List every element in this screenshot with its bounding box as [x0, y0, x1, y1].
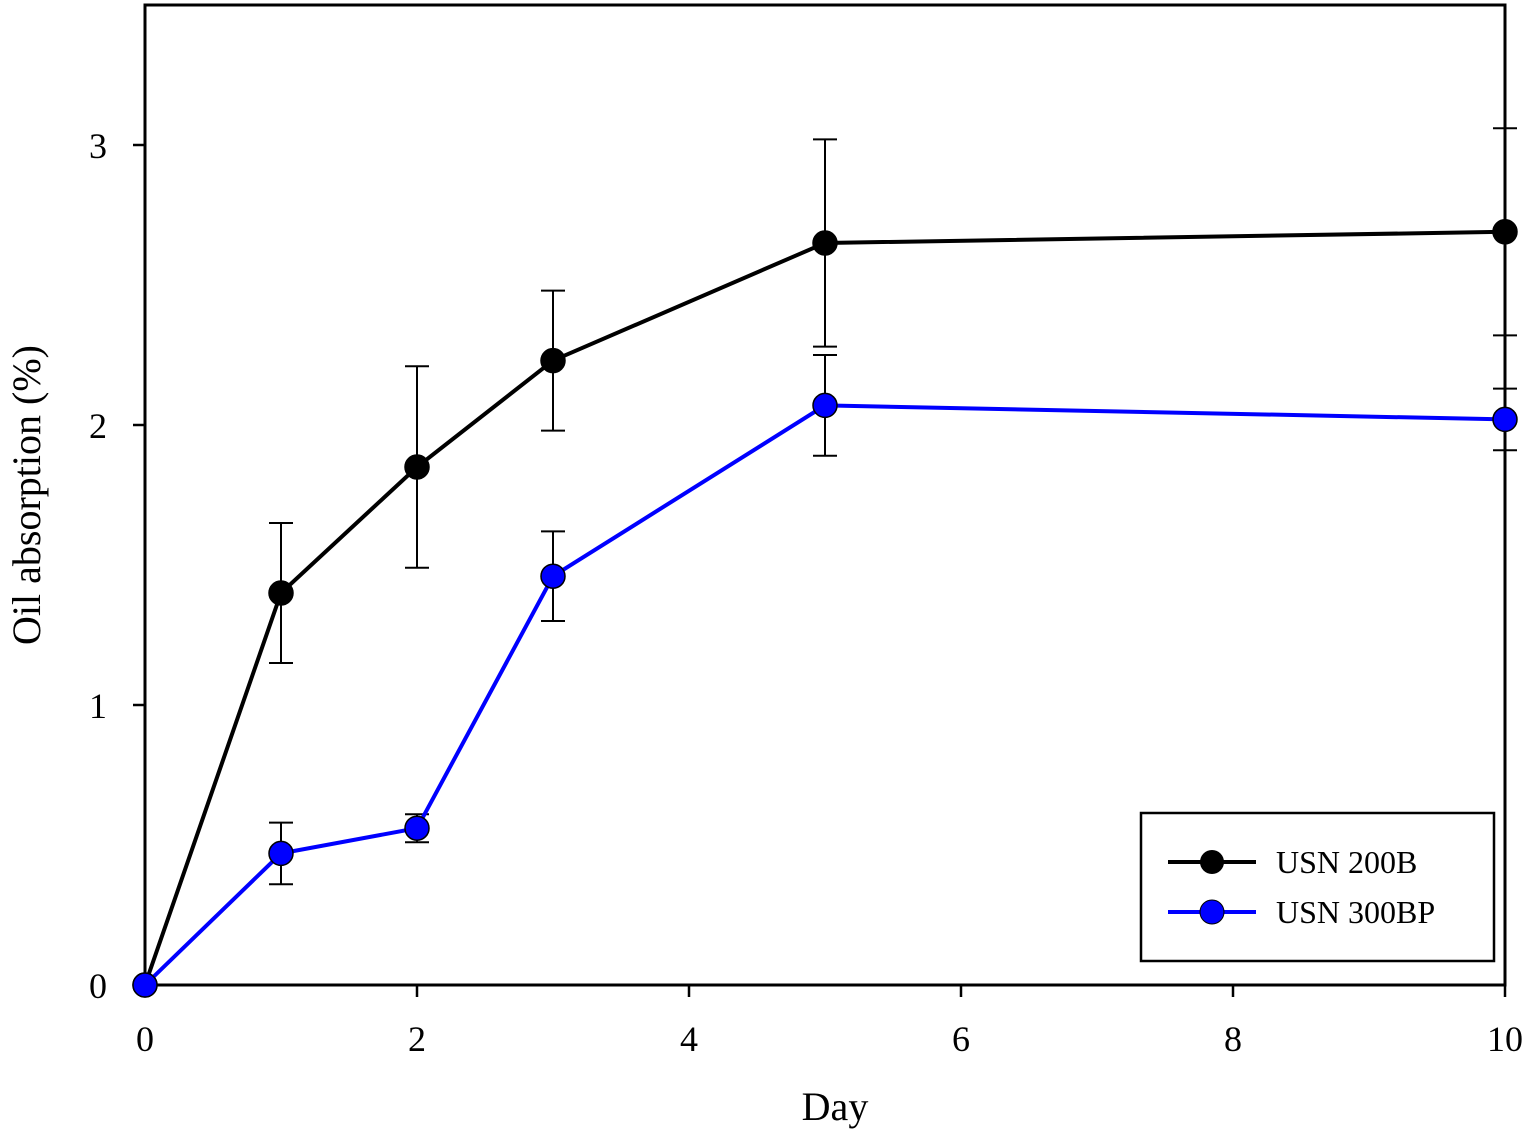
y-tick-label: 1	[89, 686, 107, 726]
x-tick-label: 10	[1487, 1019, 1523, 1059]
data-point	[268, 840, 294, 867]
x-tick-label: 0	[136, 1019, 154, 1059]
x-axis-label: Day	[802, 1084, 869, 1129]
plot-area-frame	[143, 3, 1507, 987]
legend-label-usn-300bp: USN 300BP	[1276, 894, 1435, 930]
y-tick-label: 2	[89, 406, 107, 446]
series-1	[132, 354, 1518, 998]
legend: USN 200B USN 300BP	[1139, 811, 1496, 963]
series-line	[143, 229, 1506, 986]
y-axis: 0 1 2 3	[89, 126, 145, 1006]
x-tick-label: 2	[408, 1019, 426, 1059]
data-point	[540, 347, 566, 374]
x-tick-label: 8	[1224, 1019, 1242, 1059]
data-point	[404, 454, 430, 480]
x-tick-label: 6	[952, 1019, 970, 1059]
data-point	[404, 815, 430, 841]
data-point	[1492, 219, 1518, 245]
y-axis-label: Oil absorption (%)	[4, 345, 49, 645]
data-point	[540, 563, 566, 589]
legend-label-usn-200b: USN 200B	[1276, 844, 1417, 880]
y-tick-label: 0	[89, 966, 107, 1006]
data-point	[812, 230, 838, 256]
x-tick-label: 4	[680, 1019, 698, 1059]
data-point	[268, 580, 294, 606]
data-point	[812, 392, 838, 419]
legend-marker-usn-200b	[1200, 850, 1224, 874]
y-tick-label: 3	[89, 126, 107, 166]
data-point	[132, 972, 158, 998]
legend-marker-usn-300bp	[1199, 899, 1225, 925]
legend-box	[1139, 811, 1496, 963]
series-line	[143, 403, 1506, 987]
x-axis: 0 2 4 6 8 10	[136, 985, 1523, 1059]
data-point	[1492, 406, 1518, 433]
series-layer	[132, 127, 1518, 998]
